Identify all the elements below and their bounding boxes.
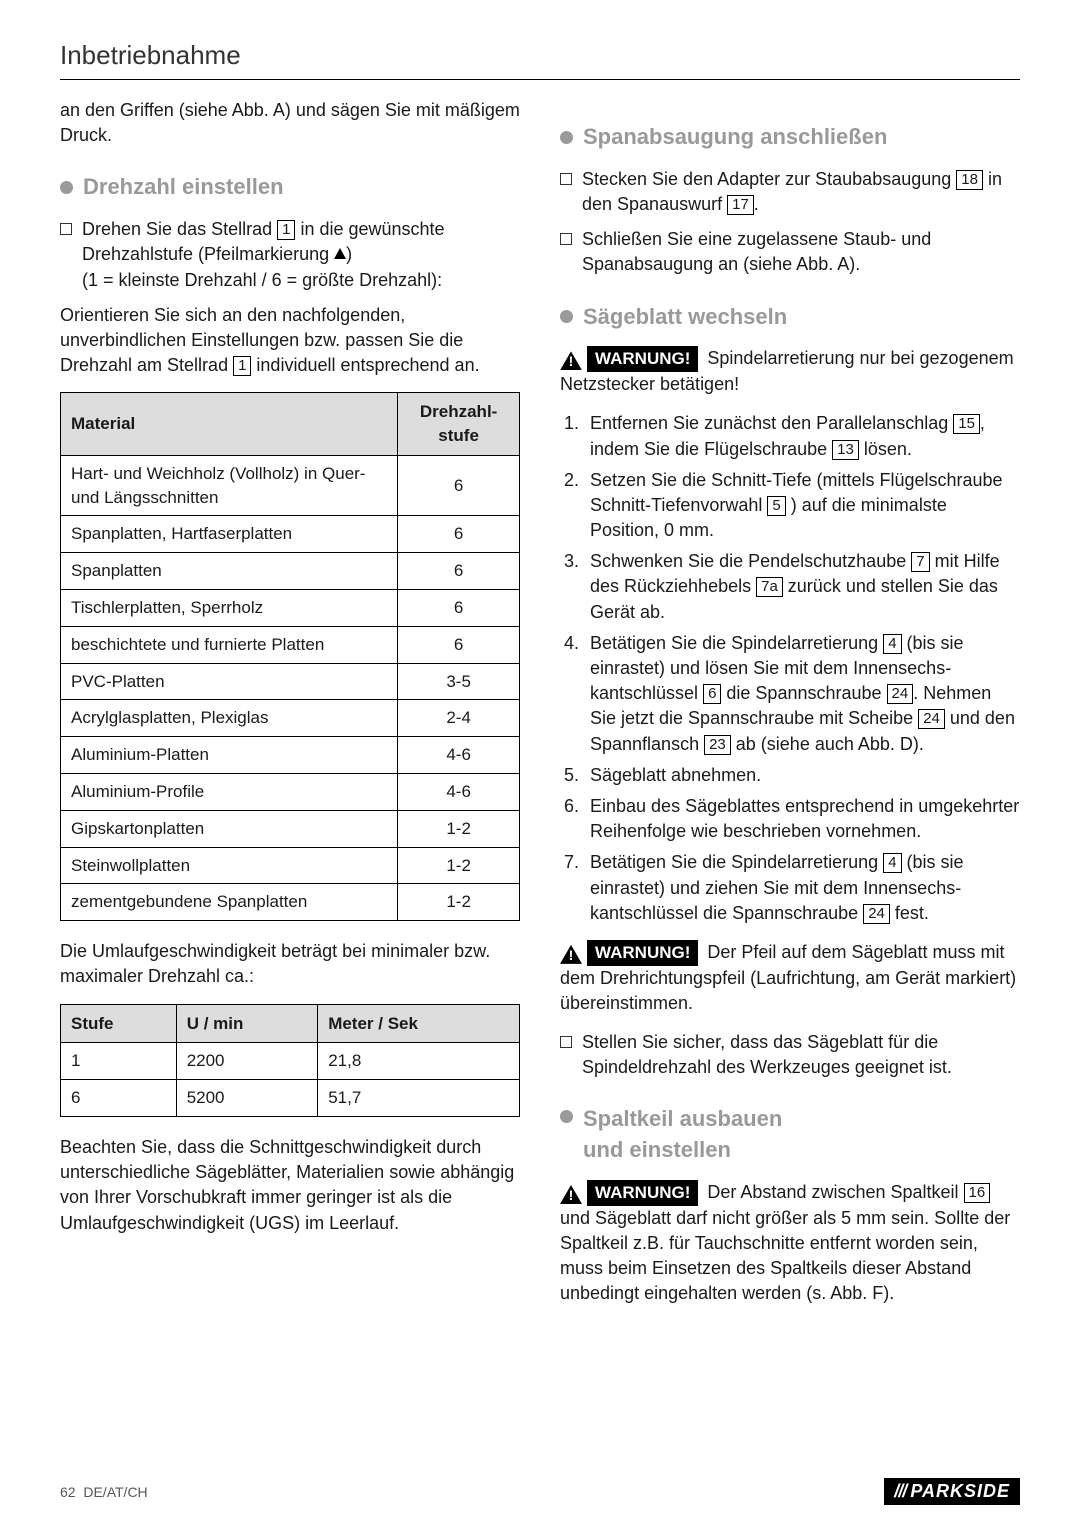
table-row: Steinwollplatten1-2 bbox=[61, 847, 520, 884]
step-item: Schwenken Sie die Pendelschutzhaube 7 mi… bbox=[584, 549, 1020, 625]
th-s3: Meter / Sek bbox=[318, 1004, 520, 1043]
table-row: Gipskartonplatten1-2 bbox=[61, 810, 520, 847]
step-item: Betätigen Sie die Spindelarretierung 4 (… bbox=[584, 631, 1020, 757]
section-blade-title: Sägeblatt wechseln bbox=[583, 302, 787, 333]
square-bullet-icon bbox=[560, 233, 572, 245]
spalt-warn: ! WARNUNG! Der Abstand zwischen Spalt­ke… bbox=[560, 1180, 1020, 1307]
warning-icon: ! bbox=[560, 351, 582, 370]
bullet-icon bbox=[560, 310, 573, 323]
section-spalt-title: Spaltkeil ausbauenund einstellen bbox=[583, 1104, 782, 1166]
bullet-icon bbox=[560, 131, 573, 144]
span-b2: Schließen Sie eine zugelassene Staub- un… bbox=[560, 227, 1020, 277]
table-row: Aluminium-Platten4-6 bbox=[61, 737, 520, 774]
step-item: Entfernen Sie zunächst den Parallelansch… bbox=[584, 411, 1020, 461]
warning-label: WARNUNG! bbox=[587, 940, 698, 966]
triangle-up-icon bbox=[334, 248, 346, 259]
bullet-icon bbox=[60, 181, 73, 194]
ref-1b: 1 bbox=[233, 356, 251, 376]
left-column: an den Griffen (siehe Abb. A) und sägen … bbox=[60, 98, 520, 1321]
blade-warn2: ! WARNUNG! Der Pfeil auf dem Sägeblatt m… bbox=[560, 940, 1020, 1016]
th-s1: Stufe bbox=[61, 1004, 177, 1043]
table-row: 1220021,8 bbox=[61, 1043, 520, 1080]
speed-table: Stufe U / min Meter / Sek 1220021,865200… bbox=[60, 1004, 520, 1117]
th-stufe: Drehzahl-stufe bbox=[398, 393, 520, 456]
section-blade-head: Sägeblatt wechseln bbox=[560, 302, 1020, 333]
section-spalt-head: Spaltkeil ausbauenund einstellen bbox=[560, 1104, 1020, 1166]
table-row: beschichtete und furnierte Platten6 bbox=[61, 626, 520, 663]
blade-bullet3: Stellen Sie sicher, dass das Sägeblatt f… bbox=[560, 1030, 1020, 1080]
speed-intro: Die Umlaufgeschwindigkeit beträgt bei mi… bbox=[60, 939, 520, 989]
orient-text: Orientieren Sie sich an den nachfolgende… bbox=[60, 303, 520, 379]
table-row: Spanplatten, Hartfaserplatten6 bbox=[61, 516, 520, 553]
square-bullet-icon bbox=[560, 1036, 572, 1048]
step-item: Einbau des Sägeblattes entsprechend in u… bbox=[584, 794, 1020, 844]
ref-17: 17 bbox=[727, 195, 754, 215]
square-bullet-icon bbox=[560, 173, 572, 185]
table-row: Spanplatten6 bbox=[61, 553, 520, 590]
table-row: Hart- und Weichholz (Vollholz) in Quer- … bbox=[61, 455, 520, 516]
right-column: Spanabsaugung anschließen Stecken Sie de… bbox=[560, 98, 1020, 1321]
warning-icon: ! bbox=[560, 945, 582, 964]
material-table: Material Drehzahl-stufe Hart- und Weichh… bbox=[60, 392, 520, 921]
step-item: Sägeblatt abnehmen. bbox=[584, 763, 1020, 788]
page-title: Inbetriebnahme bbox=[60, 40, 1020, 71]
table-row: 6520051,7 bbox=[61, 1080, 520, 1117]
warning-icon: ! bbox=[560, 1185, 582, 1204]
blade-warn1: ! WARNUNG! Spindelarretierung nur bei ge… bbox=[560, 346, 1020, 397]
steps-list: Entfernen Sie zunächst den Parallelansch… bbox=[560, 411, 1020, 926]
section-drehzahl-title: Drehzahl einstellen bbox=[83, 172, 284, 203]
section-span-title: Spanabsaugung anschließen bbox=[583, 122, 887, 153]
square-bullet-icon bbox=[60, 223, 72, 235]
drehzahl-bullet: Drehen Sie das Stellrad 1 in die gewünsc… bbox=[60, 217, 520, 293]
warning-label: WARNUNG! bbox=[587, 346, 698, 372]
title-rule bbox=[60, 79, 1020, 80]
section-drehzahl-head: Drehzahl einstellen bbox=[60, 172, 520, 203]
ref-1: 1 bbox=[277, 220, 295, 240]
intro-text: an den Griffen (siehe Abb. A) und sägen … bbox=[60, 98, 520, 148]
warning-label: WARNUNG! bbox=[587, 1180, 698, 1206]
ref-18: 18 bbox=[956, 170, 983, 190]
span-b1: Stecken Sie den Adapter zur Staubabsaugu… bbox=[560, 167, 1020, 217]
th-material: Material bbox=[61, 393, 398, 456]
step-item: Setzen Sie die Schnitt-Tiefe (mittels Fl… bbox=[584, 468, 1020, 544]
ref-16: 16 bbox=[964, 1183, 991, 1203]
footer-left: 62 DE/AT/CH bbox=[60, 1484, 148, 1500]
step-item: Betätigen Sie die Spindelarretierung 4 (… bbox=[584, 850, 1020, 926]
th-s2: U / min bbox=[176, 1004, 318, 1043]
page-footer: 62 DE/AT/CH ///PARKSIDE bbox=[60, 1478, 1020, 1505]
table-row: Tischlerplatten, Sperrholz6 bbox=[61, 590, 520, 627]
table-row: PVC-Platten3-5 bbox=[61, 663, 520, 700]
section-span-head: Spanabsaugung anschließen bbox=[560, 122, 1020, 153]
table-row: Aluminium-Profile4-6 bbox=[61, 774, 520, 811]
speed-note: Beachten Sie, dass die Schnittgeschwindi… bbox=[60, 1135, 520, 1236]
table-row: zementgebundene Spanplatten1-2 bbox=[61, 884, 520, 921]
brand-logo: ///PARKSIDE bbox=[884, 1478, 1020, 1505]
bullet-icon bbox=[560, 1110, 573, 1123]
table-row: Acrylglasplatten, Plexiglas2-4 bbox=[61, 700, 520, 737]
